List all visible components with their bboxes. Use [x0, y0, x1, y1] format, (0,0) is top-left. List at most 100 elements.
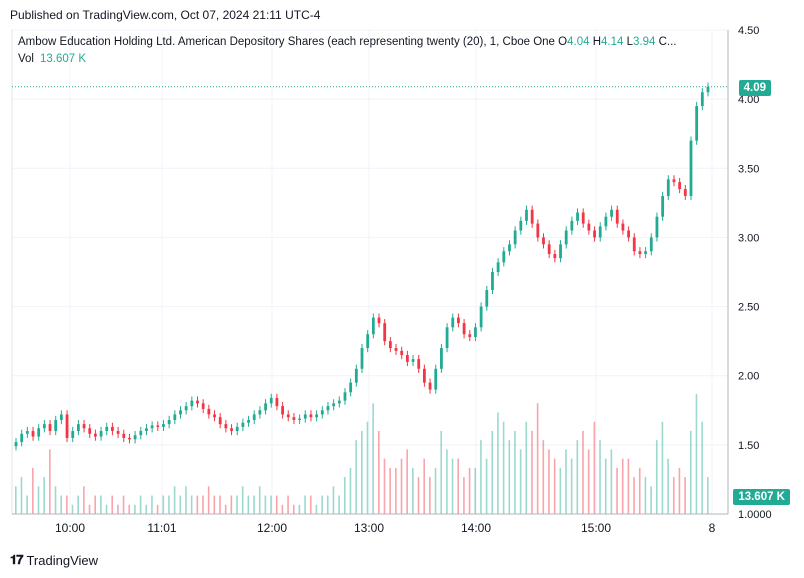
volume-bar: [241, 486, 244, 514]
volume-bar: [400, 458, 403, 514]
volume-bar: [190, 495, 193, 514]
time-tick-label: 8: [709, 521, 716, 535]
volume-bar: [134, 504, 136, 514]
volume-bar: [309, 495, 312, 514]
candle-body: [326, 406, 330, 411]
volume-bar: [684, 477, 686, 514]
candle-body: [661, 195, 665, 217]
candle-body: [525, 209, 528, 221]
volume-bar: [32, 467, 34, 514]
volume-bar: [616, 467, 618, 514]
candle-body: [76, 424, 80, 432]
volume-bar: [463, 477, 465, 514]
volume-bar: [105, 504, 108, 514]
candle-body: [570, 220, 574, 231]
candle-body: [179, 410, 182, 415]
candle-body: [411, 359, 415, 362]
candle-body: [621, 223, 625, 231]
candle-body: [88, 428, 92, 434]
volume-bar: [451, 458, 454, 514]
candle-body: [264, 403, 267, 411]
candle-body: [655, 216, 659, 238]
volume-bar: [655, 440, 658, 514]
volume-bar: [111, 495, 114, 514]
volume-bar: [213, 495, 216, 514]
volume-bar: [429, 477, 431, 514]
candle-body: [31, 431, 35, 437]
volume-bar: [128, 504, 131, 514]
time-tick-label: 15:00: [581, 521, 611, 535]
chart-grid: [11, 29, 729, 515]
volume-bar: [412, 467, 414, 514]
candle-body: [54, 419, 58, 432]
footer-brand[interactable]: 𝟏𝟕 TradingView: [10, 552, 98, 568]
candle-body: [706, 86, 710, 93]
volume-bar: [304, 495, 306, 514]
candle-body: [156, 425, 160, 427]
candle-body: [417, 359, 421, 369]
candle-body: [508, 244, 511, 252]
candle-body: [542, 237, 545, 245]
time-tick-label: 11:01: [147, 521, 176, 535]
candle-body: [462, 323, 466, 335]
price-tick-label: 2.50: [738, 302, 759, 314]
volume-bar: [77, 495, 79, 514]
volume-bar: [292, 504, 295, 514]
volume-bar: [117, 504, 119, 514]
candle-body: [42, 424, 46, 429]
candle-body: [587, 223, 591, 231]
volume-bar: [446, 449, 448, 514]
candle-body: [354, 368, 358, 383]
volume-bar: [185, 486, 187, 514]
volume-bar: [497, 412, 499, 514]
candle-body: [649, 237, 653, 252]
candle-body: [303, 414, 307, 419]
candle-body: [581, 212, 585, 224]
volume-bar: [264, 495, 267, 514]
legend-low-label: L: [626, 36, 634, 48]
candle-body: [388, 341, 392, 349]
candle-body: [405, 354, 409, 362]
candle-body: [536, 223, 540, 238]
chart-axes: 4.50 4.00 3.50 3.00 2.50 2.00 1.50 1.0000 10:00 1…: [12, 25, 772, 535]
candle-body: [553, 254, 557, 259]
volume-bar: [582, 430, 584, 514]
candle-body: [530, 209, 534, 224]
candle-body: [638, 251, 642, 255]
volume-value: 13.607 K: [40, 53, 87, 65]
volume-bar: [219, 495, 221, 514]
volume-bar: [553, 458, 556, 514]
candle-body: [235, 426, 239, 432]
volume-bar: [689, 430, 692, 514]
volume-bar: [122, 495, 125, 514]
candle-body: [213, 414, 216, 418]
candle-body: [14, 442, 18, 447]
volume-bar: [366, 421, 369, 514]
candle-body: [683, 189, 687, 196]
candle-body: [59, 414, 63, 420]
candle-body: [230, 428, 233, 432]
candle-body: [145, 428, 148, 432]
volume-bar: [678, 467, 681, 514]
volume-bar: [587, 449, 590, 514]
volume-bar: [559, 467, 562, 514]
candle-body: [474, 327, 477, 337]
volume-bar: [707, 477, 709, 514]
candle-body: [190, 400, 194, 407]
candle-body: [105, 426, 109, 432]
volume-bar: [474, 467, 477, 514]
volume-bar: [349, 467, 352, 514]
volume-bar: [298, 504, 301, 514]
tradingview-logo-icon: 𝟏𝟕: [10, 552, 24, 567]
volume-bar: [593, 421, 596, 514]
candle-body: [286, 414, 290, 418]
candle-body: [547, 244, 551, 255]
volume-bar: [224, 504, 227, 514]
volume-bar: [491, 430, 494, 514]
candle-body: [383, 323, 387, 342]
volume-bar: [179, 495, 182, 514]
candle-body: [315, 414, 319, 418]
volume-bar: [37, 486, 40, 514]
volume-bar: [468, 467, 471, 514]
legend-high-value: 4.14: [601, 36, 624, 48]
